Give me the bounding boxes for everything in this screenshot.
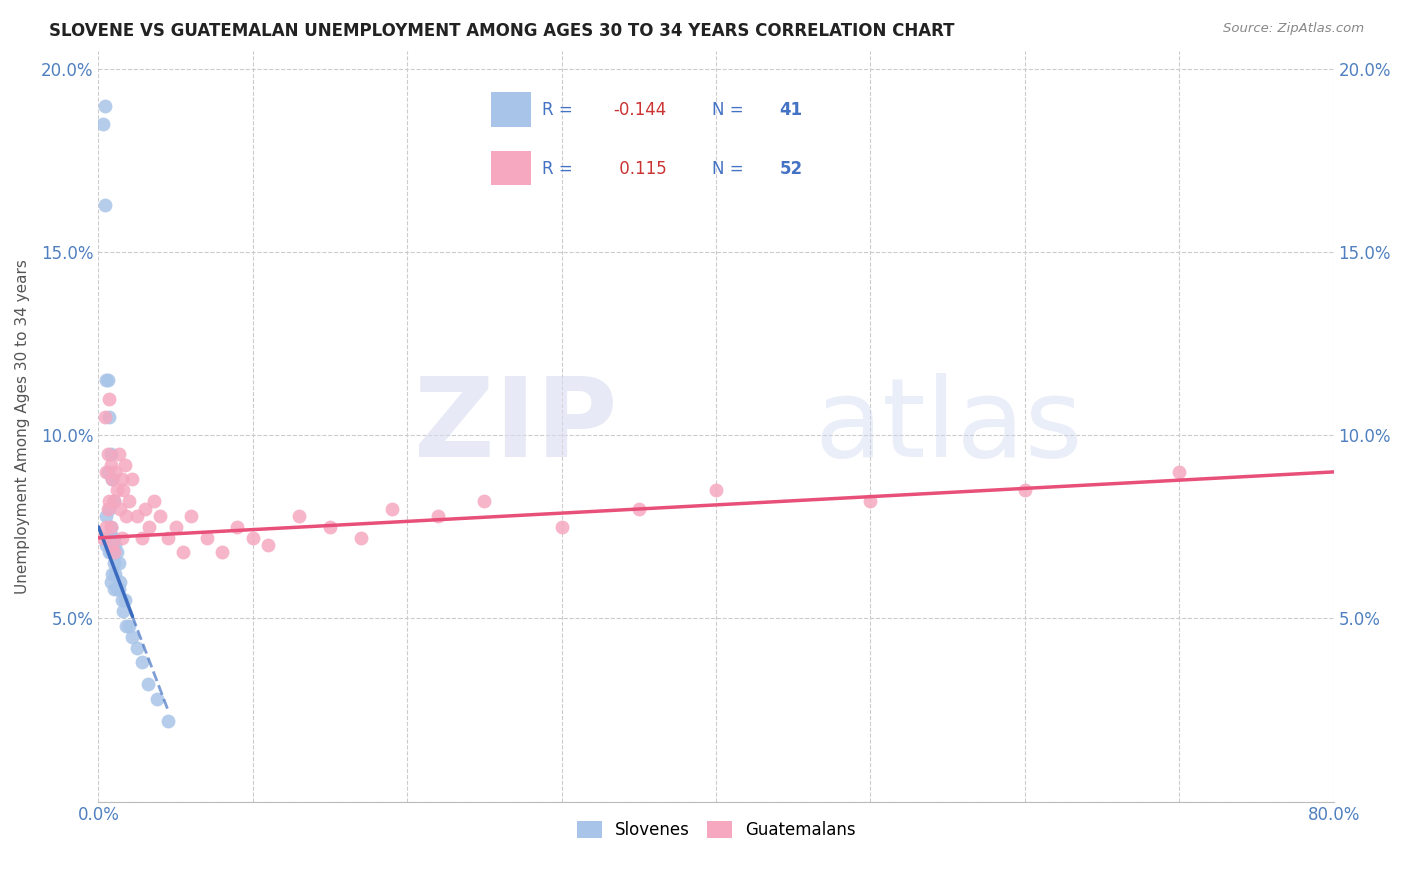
Point — [103, 545, 125, 559]
Point — [121, 472, 143, 486]
Point — [1168, 465, 1191, 479]
Point — [136, 677, 159, 691]
Text: ZIP: ZIP — [413, 373, 617, 480]
Point — [211, 545, 233, 559]
Point — [103, 582, 125, 596]
Point — [100, 458, 122, 472]
Point — [97, 447, 120, 461]
Point — [97, 531, 120, 545]
Point — [93, 197, 115, 211]
Point — [96, 520, 118, 534]
Point — [103, 531, 125, 545]
Point — [91, 531, 114, 545]
Point — [101, 472, 124, 486]
Point — [98, 392, 121, 406]
Point — [165, 520, 187, 534]
Point — [242, 531, 264, 545]
Point — [143, 494, 166, 508]
Point — [704, 483, 727, 498]
Point — [98, 545, 121, 559]
Point — [115, 508, 138, 523]
Point — [121, 630, 143, 644]
Point — [96, 373, 118, 387]
Point — [134, 501, 156, 516]
Point — [226, 520, 249, 534]
Point — [172, 545, 194, 559]
Point — [111, 472, 134, 486]
Point — [107, 582, 129, 596]
Point — [98, 409, 121, 424]
Point — [98, 494, 121, 508]
Point — [111, 593, 134, 607]
Point — [101, 472, 124, 486]
Point — [257, 538, 280, 552]
Point — [105, 582, 128, 596]
Point — [105, 545, 128, 559]
Point — [104, 465, 127, 479]
Point — [114, 593, 136, 607]
Point — [381, 501, 404, 516]
Point — [156, 714, 179, 728]
Point — [100, 447, 122, 461]
Point — [112, 604, 135, 618]
Point — [100, 545, 122, 559]
Point — [627, 501, 650, 516]
Point — [131, 656, 153, 670]
Point — [107, 447, 129, 461]
Point — [125, 640, 148, 655]
Point — [115, 619, 138, 633]
Point — [100, 574, 122, 589]
Point — [101, 531, 124, 545]
Point — [350, 531, 373, 545]
Point — [103, 494, 125, 508]
Point — [96, 538, 118, 552]
Point — [103, 557, 125, 571]
Point — [114, 458, 136, 472]
Point — [111, 531, 134, 545]
Point — [98, 501, 121, 516]
Point — [93, 98, 115, 112]
Point — [156, 531, 179, 545]
Point — [195, 531, 218, 545]
Point — [288, 508, 311, 523]
Point — [101, 567, 124, 582]
Point — [103, 494, 125, 508]
Point — [108, 501, 131, 516]
Point — [131, 531, 153, 545]
Point — [93, 409, 115, 424]
Point — [550, 520, 572, 534]
Y-axis label: Unemployment Among Ages 30 to 34 years: Unemployment Among Ages 30 to 34 years — [15, 259, 30, 593]
Point — [105, 483, 128, 498]
Point — [149, 508, 172, 523]
Point — [100, 520, 122, 534]
Point — [319, 520, 342, 534]
Point — [859, 494, 882, 508]
Point — [97, 373, 120, 387]
Point — [118, 619, 141, 633]
Point — [96, 465, 118, 479]
Point — [125, 508, 148, 523]
Legend: Slovenes, Guatemalans: Slovenes, Guatemalans — [569, 814, 862, 846]
Point — [427, 508, 450, 523]
Point — [146, 692, 169, 706]
Text: Source: ZipAtlas.com: Source: ZipAtlas.com — [1223, 22, 1364, 36]
Point — [138, 520, 160, 534]
Point — [1014, 483, 1036, 498]
Point — [97, 465, 120, 479]
Point — [101, 538, 124, 552]
Point — [108, 574, 131, 589]
Point — [104, 567, 127, 582]
Point — [97, 501, 120, 516]
Point — [100, 520, 122, 534]
Point — [104, 538, 127, 552]
Point — [118, 494, 141, 508]
Point — [107, 557, 129, 571]
Point — [474, 494, 496, 508]
Point — [180, 508, 202, 523]
Text: atlas: atlas — [815, 373, 1084, 480]
Point — [91, 117, 114, 131]
Point — [96, 508, 118, 523]
Point — [112, 483, 135, 498]
Text: SLOVENE VS GUATEMALAN UNEMPLOYMENT AMONG AGES 30 TO 34 YEARS CORRELATION CHART: SLOVENE VS GUATEMALAN UNEMPLOYMENT AMONG… — [49, 22, 955, 40]
